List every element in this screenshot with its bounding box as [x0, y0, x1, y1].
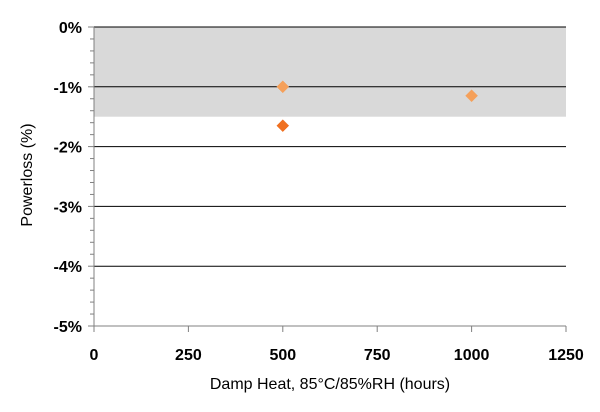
y-tick-label: -1%	[54, 80, 82, 97]
axes	[88, 26, 567, 332]
x-tick-label: 0	[90, 347, 99, 364]
y-axis-title: Powerloss (%)	[19, 123, 36, 226]
tick-labels: 0% -1% -2% -3% -4% -5% 0 250 500 750 1000 1250	[54, 20, 584, 364]
y-tick-label: -4%	[54, 259, 82, 276]
x-tick-label: 1250	[548, 347, 584, 364]
shaded-band-layer	[94, 27, 566, 117]
y-tick-label: -2%	[54, 140, 82, 157]
y-tick-label: -5%	[54, 319, 82, 336]
shaded-band	[94, 27, 566, 117]
x-tick-label: 250	[175, 347, 202, 364]
gridlines	[94, 26, 566, 267]
x-tick-label: 500	[269, 347, 296, 364]
data-point-diamond	[276, 119, 290, 133]
x-axis-title: Damp Heat, 85°C/85%RH (hours)	[210, 376, 450, 393]
data-point-diamond	[276, 80, 290, 94]
data-point-diamond	[465, 89, 478, 103]
x-tick-label: 1000	[454, 347, 490, 364]
data-points	[276, 80, 478, 133]
y-tick-label: 0%	[59, 20, 82, 37]
y-tick-label: -3%	[54, 199, 82, 216]
x-tick-label: 750	[364, 347, 391, 364]
